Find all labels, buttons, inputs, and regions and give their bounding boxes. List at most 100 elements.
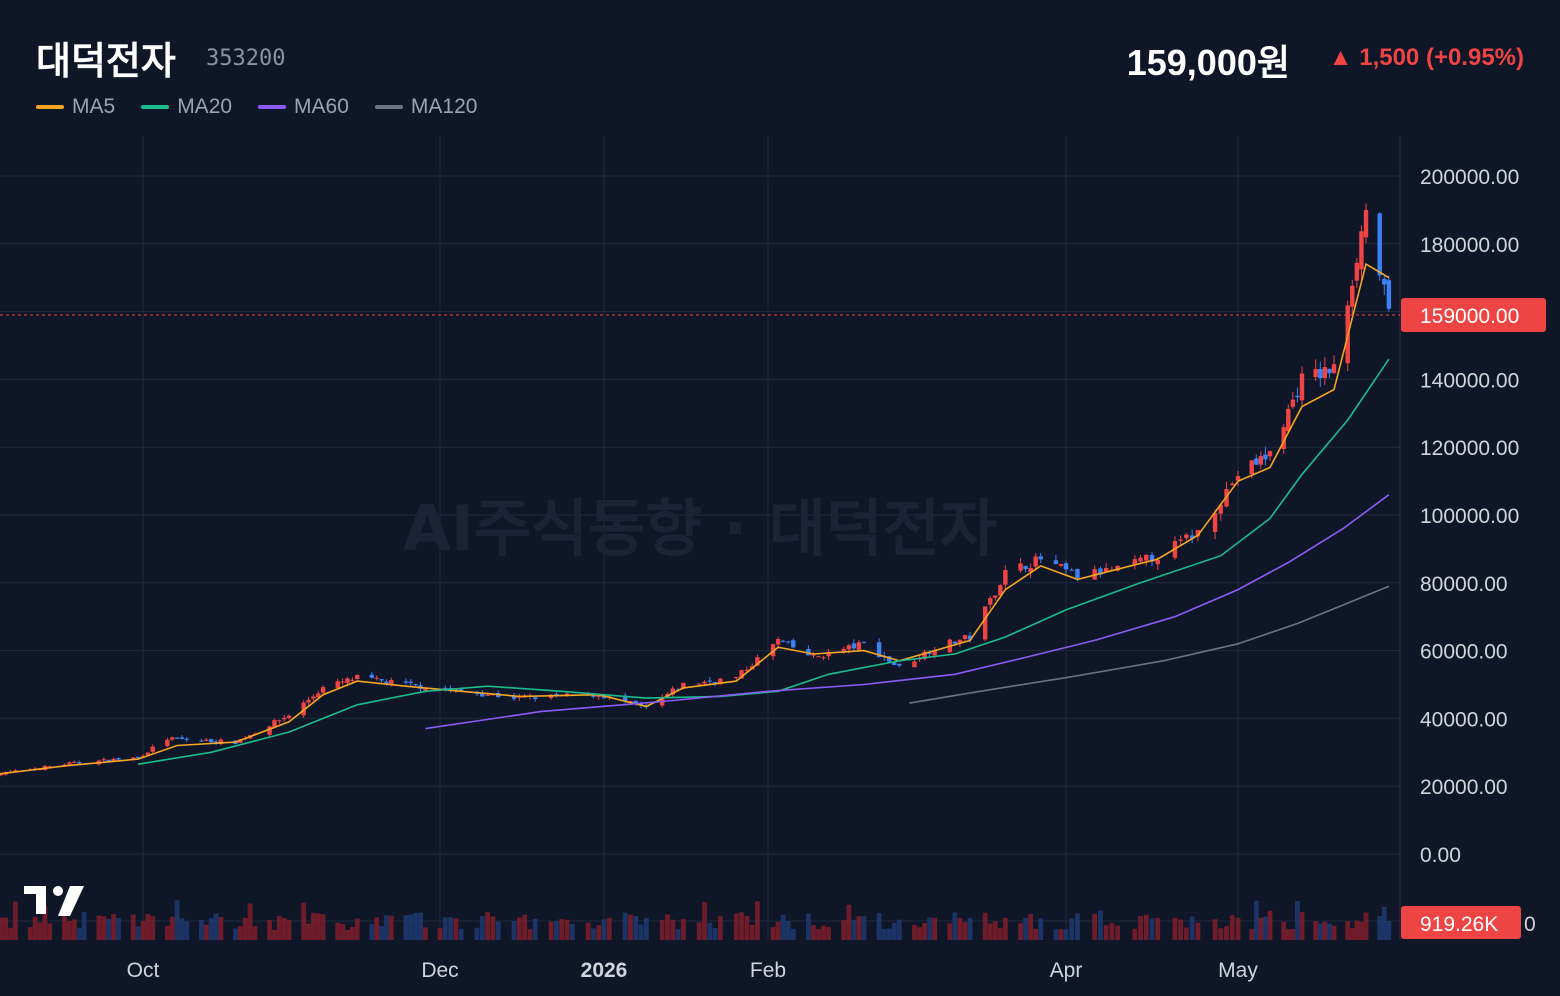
volume-bar xyxy=(1018,923,1023,940)
volume-bar xyxy=(1349,928,1355,940)
volume-bar xyxy=(301,902,307,940)
candle-body xyxy=(1028,567,1033,572)
ma-legend: MA5 MA20 MA60 MA120 xyxy=(36,95,503,119)
legend-ma5[interactable]: MA5 xyxy=(36,95,115,119)
candle-body xyxy=(846,645,852,650)
volume-axis-zero: 0 xyxy=(1524,913,1536,936)
candle-body xyxy=(993,595,998,598)
ma-line-ma60 xyxy=(425,494,1390,730)
volume-bar xyxy=(917,927,922,940)
candle-body xyxy=(1327,368,1332,374)
volume-bar xyxy=(532,918,538,940)
volume-bar xyxy=(856,916,862,940)
volume-bar xyxy=(987,923,993,940)
legend-ma120[interactable]: MA120 xyxy=(374,95,478,119)
volume-bar xyxy=(1092,913,1098,940)
volume-bar xyxy=(1299,912,1305,940)
volume-bar xyxy=(702,901,707,940)
volume-bar xyxy=(932,917,938,940)
volume-bar xyxy=(233,928,238,940)
candle-body xyxy=(179,737,185,739)
volume-bar xyxy=(1258,917,1264,940)
volume-bar xyxy=(442,917,448,940)
volume-bar xyxy=(218,916,224,940)
volume-bar xyxy=(1281,921,1287,940)
volume-bar xyxy=(1178,919,1184,940)
candle-body xyxy=(1249,460,1254,475)
volume-bar xyxy=(785,920,791,940)
volume-bar xyxy=(276,916,282,940)
legend-label: MA120 xyxy=(410,95,478,118)
candle-body xyxy=(957,639,963,644)
candle-body xyxy=(72,761,77,763)
candle-body xyxy=(184,738,190,740)
volume-bar xyxy=(927,917,933,940)
legend-ma60[interactable]: MA60 xyxy=(258,95,349,119)
candle-body xyxy=(670,688,675,695)
volume-badge xyxy=(1401,906,1521,939)
volume-bar xyxy=(354,918,360,940)
volume-bar xyxy=(1132,928,1138,940)
candle-body xyxy=(775,638,781,645)
volume-bar xyxy=(1377,916,1383,940)
legend-label: MA20 xyxy=(177,95,233,118)
volume-bar xyxy=(1023,917,1028,940)
volume-bar xyxy=(1267,910,1273,940)
x-tick-label: Feb xyxy=(750,959,786,982)
candle-body xyxy=(856,642,862,650)
candle-body xyxy=(522,696,527,698)
volume-bar xyxy=(775,921,781,940)
candle-body xyxy=(952,641,958,644)
volume-bar xyxy=(522,914,528,940)
candle-body xyxy=(174,737,180,739)
volume-bar xyxy=(208,918,214,940)
candle-body xyxy=(340,681,345,683)
volume-bar xyxy=(1053,929,1059,940)
stock-name: 대덕전자 xyxy=(36,41,176,83)
candle-body xyxy=(755,657,760,666)
candle-body xyxy=(791,640,796,648)
volume-bar xyxy=(174,900,180,940)
candle-body xyxy=(345,678,350,683)
legend-swatch xyxy=(258,105,287,109)
candle-body xyxy=(1069,569,1074,571)
volume-bar xyxy=(116,917,121,940)
volume-bar xyxy=(37,922,43,940)
candle-body xyxy=(316,693,321,698)
candle-body xyxy=(116,758,121,760)
volume-bars xyxy=(0,900,1392,940)
volume-bar xyxy=(306,923,311,940)
volume-bar xyxy=(846,904,852,940)
volume-bar xyxy=(1249,929,1255,940)
candle-body xyxy=(403,681,409,683)
legend-ma20[interactable]: MA20 xyxy=(141,95,232,119)
volume-bar xyxy=(622,912,628,940)
volume-bar xyxy=(806,913,811,940)
volume-bar xyxy=(665,914,670,940)
candle-body xyxy=(697,683,702,685)
y-tick-label: 120000.00 xyxy=(1420,437,1519,460)
volume-bar xyxy=(628,914,633,940)
volume-bar xyxy=(130,914,136,940)
volume-bar xyxy=(696,922,702,940)
volume-bar xyxy=(106,918,112,940)
watermark-text: AI주식동향 · 대덕전자 xyxy=(403,492,997,565)
x-tick-label: Oct xyxy=(127,959,160,982)
volume-bar xyxy=(453,918,459,940)
volume-bar xyxy=(770,927,776,940)
x-tick-label: Dec xyxy=(421,959,458,982)
volume-bar xyxy=(418,912,423,940)
x-tick-label: May xyxy=(1218,959,1258,982)
volume-bar xyxy=(1345,920,1351,940)
candle-body xyxy=(596,695,601,697)
candle-body xyxy=(204,739,209,741)
candle-body xyxy=(1359,231,1364,270)
candle-body xyxy=(272,720,277,728)
volume-bar xyxy=(516,917,522,940)
candle-body xyxy=(320,687,326,693)
candle-body xyxy=(130,757,136,759)
volume-bar xyxy=(1184,927,1189,940)
volume-bar xyxy=(242,917,248,940)
volume-bar xyxy=(403,915,409,940)
